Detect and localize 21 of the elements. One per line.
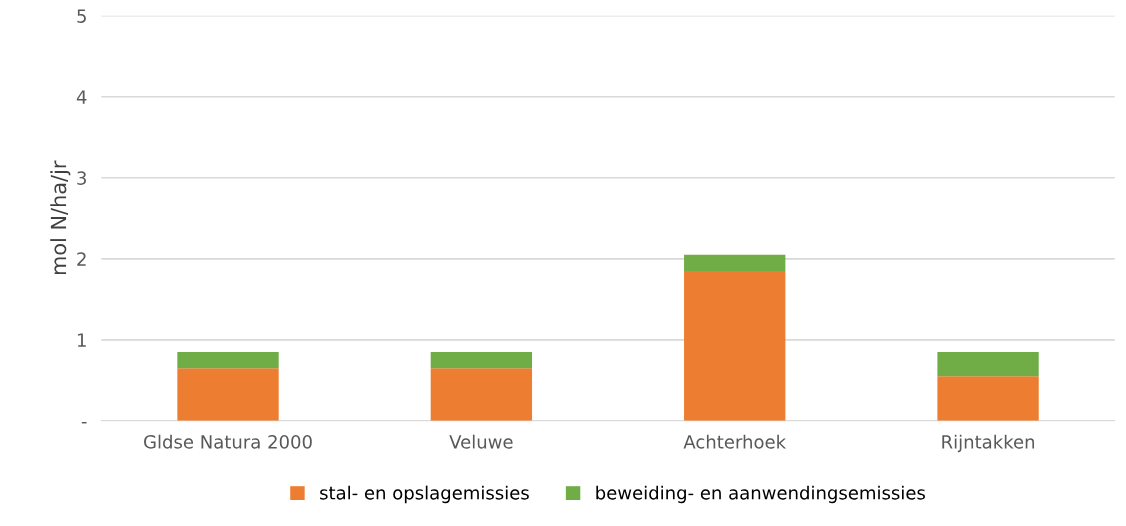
y-tick-label: 2 [77,252,86,266]
y-tick-label: - [81,421,87,424]
y-tick-label: 4 [76,90,87,104]
bar [430,368,533,421]
legend-label: beweiding- en aanwendingsemissies [596,485,925,504]
y-tick-label: 1 [77,333,86,347]
bar [937,351,1039,377]
bar [937,376,1039,421]
y-tick-label: 5 [77,9,86,23]
x-tick-label: Achterhoek [683,434,787,449]
bar [684,254,786,271]
y-tick-label: 3 [77,171,86,185]
x-tick-label: Rijntakken [942,434,1035,453]
bar [684,270,786,421]
legend-label: stal- en opslagemissies [320,485,529,504]
bar [177,368,279,421]
x-tick-label: Veluwe [449,434,513,449]
y-axis-title: mol N/ha/jr [50,160,71,275]
bar [177,351,279,369]
bar [430,351,533,369]
x-tick-label: Gldse Natura 2000 [144,434,312,449]
